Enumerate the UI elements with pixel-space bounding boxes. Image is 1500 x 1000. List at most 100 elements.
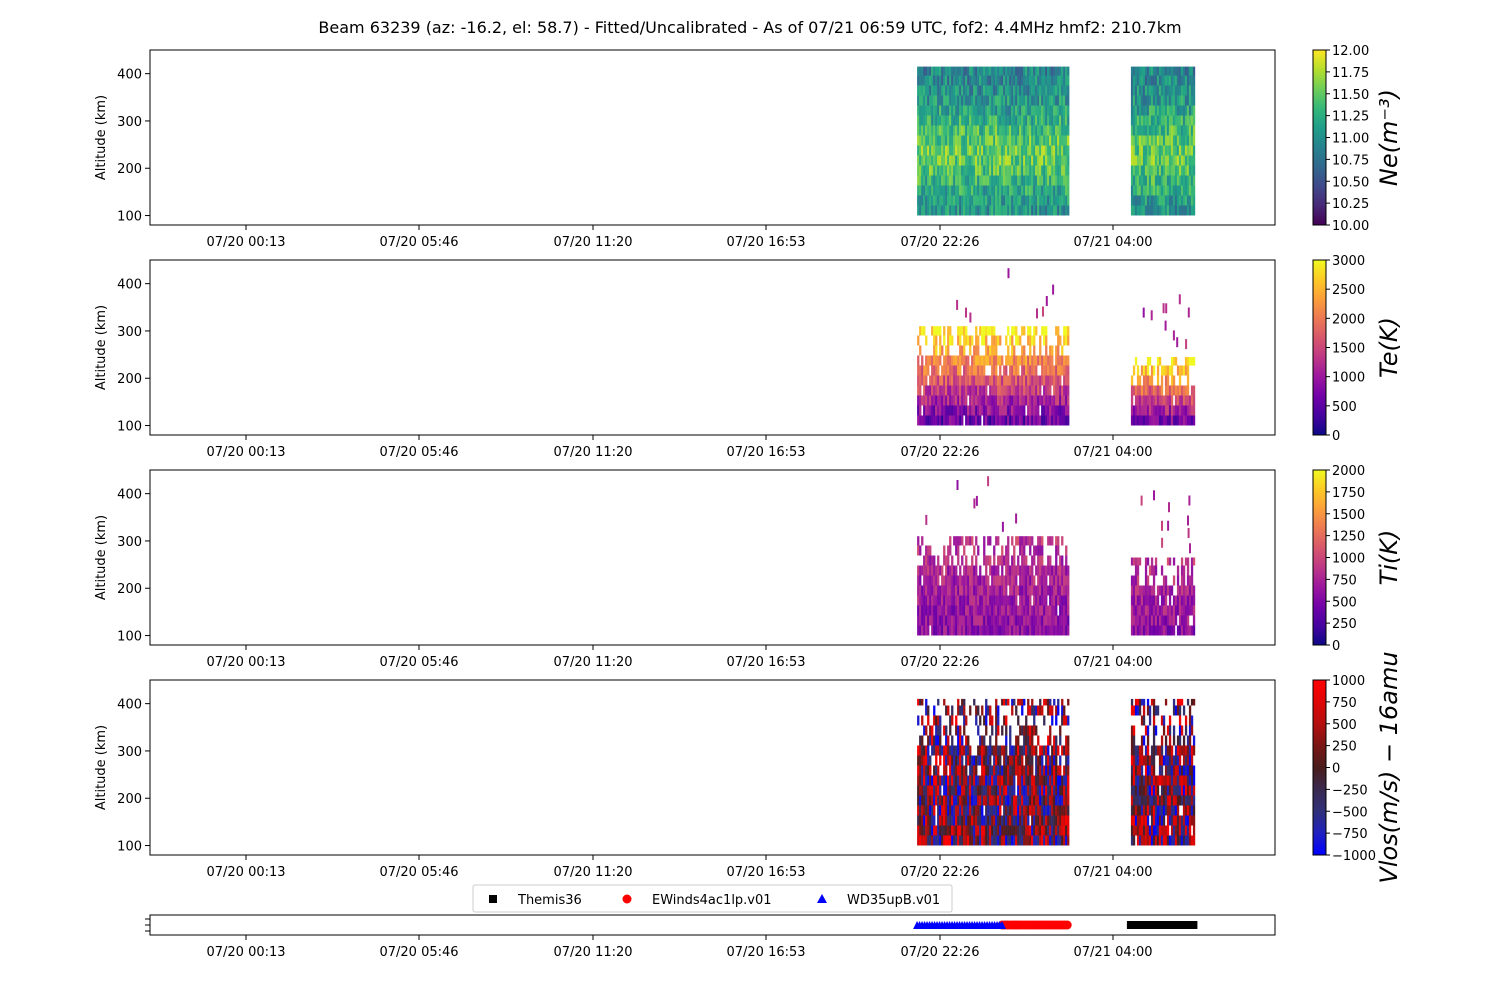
ne-colorbar-tick-label: 11.25 — [1332, 110, 1369, 125]
ne-axes-frame — [149, 49, 1276, 226]
ti-colorbar-tick-label: 1000 — [1332, 552, 1365, 567]
vlos-colorbar-tick-label: −250 — [1332, 783, 1368, 798]
ti-xtick-label: 07/20 05:46 — [379, 655, 458, 670]
modes-axes-frame — [149, 914, 1276, 936]
vlos-xtick-label: 07/20 11:20 — [553, 865, 632, 880]
vlos-colorbar-tick-label: 1000 — [1332, 674, 1365, 689]
vlos-xtick-label: 07/20 16:53 — [726, 865, 805, 880]
ti-colorbar-tick-label: 1500 — [1332, 508, 1365, 523]
ti-ytick-label: 300 — [117, 535, 142, 550]
vlos-ytick-label: 100 — [117, 840, 142, 855]
vlos-ylabel: Altitude (km) — [94, 725, 109, 810]
vlos-colorbar — [1312, 679, 1327, 856]
te-xtick-label: 07/20 05:46 — [379, 445, 458, 460]
legend-marker-circle — [622, 894, 632, 904]
ne-xtick-label: 07/20 00:13 — [206, 235, 285, 250]
ne-xtick-label: 07/20 05:46 — [379, 235, 458, 250]
ne-ytick-label: 400 — [117, 68, 142, 83]
ti-colorbar — [1312, 469, 1327, 646]
ne-colorbar-tick-label: 10.75 — [1332, 153, 1369, 168]
te-axes-frame — [149, 259, 1276, 436]
panel-modes: Themis36 EWinds4ac1lp.v01 WD35upB.v01 07/20… — [145, 884, 1276, 960]
ne-xtick-label: 07/20 11:20 — [553, 235, 632, 250]
te-xtick-label: 07/20 11:20 — [553, 445, 632, 460]
te-colorbar-tick-label: 500 — [1332, 400, 1357, 415]
modes-xtick-label: 07/20 22:26 — [900, 945, 979, 960]
ti-colorbar-tick-label: 1250 — [1332, 530, 1365, 545]
vlos-axes-frame — [149, 679, 1276, 856]
te-xtick-label: 07/20 22:26 — [900, 445, 979, 460]
te-xtick-label: 07/21 04:00 — [1073, 445, 1152, 460]
panel-te: 100 200 300 400 Altitude (km) 07/20 00:13 07/2… — [94, 254, 1403, 460]
te-colorbar-tick-label: 2500 — [1332, 283, 1365, 298]
modes-series-square — [1126, 921, 1198, 929]
ne-colorbar-tick-label: 11.75 — [1332, 66, 1369, 81]
te-data — [917, 268, 1196, 426]
ti-data-block — [917, 476, 1070, 636]
ti-ytick-label: 400 — [117, 488, 142, 503]
ne-xtick-label: 07/20 16:53 — [726, 235, 805, 250]
vlos-colorbar-tick-label: 0 — [1332, 762, 1340, 777]
ne-colorbar-tick-label: 10.50 — [1332, 175, 1369, 190]
ne-colorbar-tick-label: 11.00 — [1332, 132, 1369, 147]
ne-ytick-label: 200 — [117, 162, 142, 177]
ti-colorbar-tick-label: 500 — [1332, 595, 1357, 610]
te-colorbar-tick-label: 3000 — [1332, 254, 1365, 269]
te-colorbar-tick-label: 2000 — [1332, 312, 1365, 327]
ne-colorbar-tick-label: 12.00 — [1332, 44, 1369, 59]
modes-xtick-label: 07/20 00:13 — [206, 945, 285, 960]
ne-colorbar-tick-label: 10.25 — [1332, 197, 1369, 212]
te-colorbar-label: Te(K) — [1375, 317, 1403, 378]
vlos-xtick-label: 07/20 22:26 — [900, 865, 979, 880]
ti-colorbar-tick-label: 1750 — [1332, 486, 1365, 501]
te-colorbar-tick-label: 1000 — [1332, 371, 1365, 386]
vlos-colorbar-tick-label: 750 — [1332, 696, 1357, 711]
ti-colorbar-tick-label: 0 — [1332, 639, 1340, 654]
modes-xtick-label: 07/20 16:53 — [726, 945, 805, 960]
ti-data-block — [1130, 490, 1196, 636]
ne-data-block — [917, 66, 1070, 216]
te-ytick-label: 200 — [117, 372, 142, 387]
vlos-ytick-label: 400 — [117, 698, 142, 713]
modes-xtick-label: 07/21 04:00 — [1073, 945, 1152, 960]
vlos-ytick-label: 200 — [117, 792, 142, 807]
chart-title: Beam 63239 (az: -16.2, el: 58.7) - Fitte… — [318, 18, 1181, 37]
ne-data-block — [1130, 66, 1196, 216]
ne-ytick-label: 100 — [117, 210, 142, 225]
vlos-colorbar-label: Vlos(m/s) − 16amu — [1375, 651, 1403, 883]
te-ytick-label: 300 — [117, 325, 142, 340]
te-colorbar-tick-label: 0 — [1332, 429, 1340, 444]
ti-ytick-label: 100 — [117, 630, 142, 645]
te-xtick-label: 07/20 00:13 — [206, 445, 285, 460]
ne-ylabel: Altitude (km) — [94, 95, 109, 180]
ti-xtick-label: 07/20 16:53 — [726, 655, 805, 670]
vlos-ytick-label: 300 — [117, 745, 142, 760]
vlos-colorbar-tick-label: −750 — [1332, 827, 1368, 842]
ti-data — [917, 476, 1196, 636]
panel-ti: 100 200 300 400 Altitude (km) 07/20 00:13 07/2… — [94, 464, 1403, 670]
vlos-colorbar-tick-label: −500 — [1332, 805, 1368, 820]
vlos-colorbar-tick-label: 250 — [1332, 740, 1357, 755]
legend-marker-triangle — [817, 894, 827, 903]
te-data-block — [1130, 294, 1196, 426]
te-colorbar-tick-label: 1500 — [1332, 342, 1365, 357]
panel-ne: 100 200 300 400 Altitude (km) 07/20 00:13 07/2… — [94, 44, 1403, 250]
te-colorbar — [1312, 259, 1327, 436]
ne-xtick-label: 07/20 22:26 — [900, 235, 979, 250]
te-ylabel: Altitude (km) — [94, 305, 109, 390]
ti-colorbar-label: Ti(K) — [1375, 530, 1403, 586]
vlos-data-block — [1130, 698, 1196, 846]
vlos-data-block — [917, 698, 1070, 846]
legend-label: WD35upB.v01 — [847, 893, 940, 908]
te-xtick-label: 07/20 16:53 — [726, 445, 805, 460]
ti-ylabel: Altitude (km) — [94, 515, 109, 600]
vlos-colorbar-tick-label: 500 — [1332, 718, 1357, 733]
legend-label: Themis36 — [517, 893, 582, 908]
modes-series-triangle — [913, 921, 1007, 929]
vlos-colorbar-tick-label: −1000 — [1332, 849, 1376, 864]
ne-colorbar-tick-label: 10.00 — [1332, 219, 1369, 234]
ti-colorbar-tick-label: 750 — [1332, 573, 1357, 588]
vlos-xtick-label: 07/20 00:13 — [206, 865, 285, 880]
ti-xtick-label: 07/20 11:20 — [553, 655, 632, 670]
modes-series-circle — [997, 920, 1072, 930]
